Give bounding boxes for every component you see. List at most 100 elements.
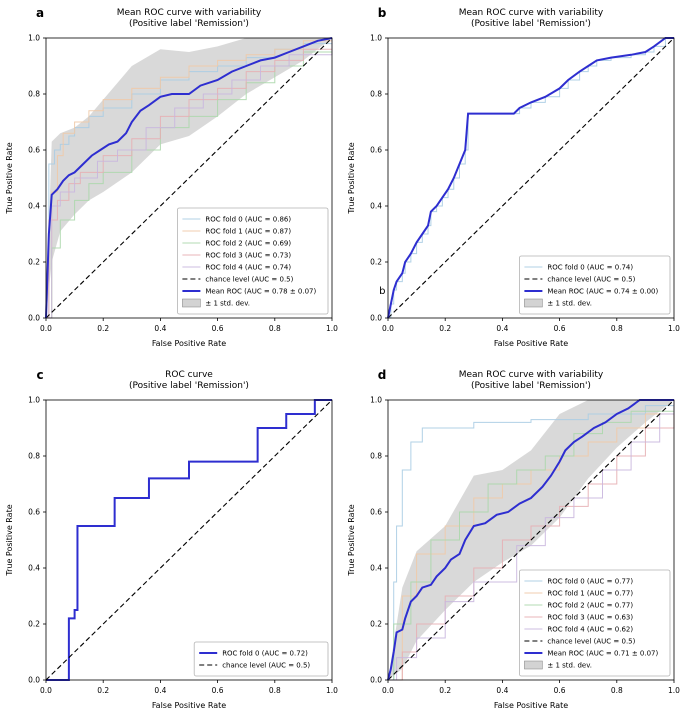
- legend-label: ROC fold 2 (AUC = 0.69): [205, 240, 291, 248]
- chance-line: [45, 37, 333, 319]
- y-tick-label: 0.6: [28, 508, 40, 517]
- x-tick-label: 0.8: [611, 324, 623, 333]
- chance-line: [45, 399, 333, 681]
- x-tick-label: 0.0: [382, 324, 394, 333]
- panel-letter: b: [378, 6, 387, 20]
- legend-label: ± 1 std. dev.: [547, 662, 592, 670]
- roc-plot-a: a Mean ROC curve with variability(Positiv…: [5, 6, 338, 348]
- legend-label: chance level (AUC = 0.5): [222, 662, 310, 670]
- legend-sample-band: [524, 660, 543, 670]
- y-tick-label: 0.0: [370, 314, 382, 323]
- stray-annotation: b: [379, 286, 385, 297]
- x-tick-label: 1.0: [668, 686, 680, 695]
- legend-label: chance level (AUC = 0.5): [205, 276, 293, 284]
- x-tick-label: 0.0: [40, 686, 52, 695]
- legend-label: ROC fold 0 (AUC = 0.86): [205, 216, 291, 224]
- y-tick-label: 0.0: [370, 676, 382, 685]
- legend-label: ROC fold 4 (AUC = 0.62): [547, 626, 633, 634]
- y-tick-label: 0.6: [370, 146, 382, 155]
- legend-box: [518, 255, 671, 315]
- roc-fold-line: [46, 38, 333, 319]
- chance-line: [387, 399, 675, 681]
- y-tick-label: 0.4: [370, 202, 382, 211]
- x-tick-label: 0.6: [554, 686, 566, 695]
- y-tick-label: 0.8: [28, 90, 40, 99]
- roc-plot-d: d Mean ROC curve with variability(Positiv…: [347, 368, 680, 710]
- legend-label: ROC fold 3 (AUC = 0.63): [547, 614, 633, 622]
- y-tick-label: 0.6: [28, 146, 40, 155]
- legend-label: Mean ROC (AUC = 0.74 ± 0.00): [547, 288, 658, 296]
- y-tick-label: 0.0: [28, 314, 40, 323]
- y-tick-label: 0.2: [370, 258, 382, 267]
- panel-a: a Mean ROC curve with variability (Positiv…: [0, 0, 342, 362]
- chance-line: [387, 37, 675, 319]
- x-tick-label: 0.2: [97, 686, 109, 695]
- y-tick-label: 0.8: [28, 452, 40, 461]
- legend-label: Mean ROC (AUC = 0.78 ± 0.07): [205, 288, 316, 296]
- x-tick-label: 0.0: [382, 686, 394, 695]
- axes-box: [387, 37, 675, 319]
- y-tick-label: 1.0: [28, 34, 40, 43]
- y-axis-label: True Positive Rate: [347, 142, 356, 214]
- y-tick-label: 0.8: [370, 452, 382, 461]
- x-tick-label: 0.8: [269, 686, 281, 695]
- plot-subtitle: (Positive label 'Remission'): [129, 381, 249, 391]
- x-tick-label: 0.4: [154, 686, 166, 695]
- y-tick-label: 0.4: [28, 564, 40, 573]
- legend-label: ROC fold 3 (AUC = 0.73): [205, 252, 291, 260]
- y-tick-label: 0.2: [28, 258, 40, 267]
- x-tick-label: 0.6: [212, 686, 224, 695]
- x-tick-label: 1.0: [326, 324, 338, 333]
- legend-label: ROC fold 0 (AUC = 0.77): [547, 578, 633, 586]
- legend-label: ROC fold 2 (AUC = 0.77): [547, 602, 633, 610]
- panel-letter: a: [36, 6, 44, 20]
- plot-subtitle: (Positive label 'Remission'): [129, 19, 249, 29]
- legend-box: [518, 569, 671, 677]
- legend-label: chance level (AUC = 0.5): [547, 638, 635, 646]
- y-tick-label: 0.6: [370, 508, 382, 517]
- y-axis-label: True Positive Rate: [5, 504, 14, 576]
- y-tick-label: 0.2: [370, 620, 382, 629]
- roc-plot-b: b Mean ROC curve with variability(Positiv…: [347, 6, 680, 348]
- y-axis-label: True Positive Rate: [347, 504, 356, 576]
- axes-box: [45, 399, 333, 681]
- y-tick-label: 1.0: [370, 34, 382, 43]
- plot-title: Mean ROC curve with variability: [459, 370, 604, 380]
- x-tick-label: 0.6: [554, 324, 566, 333]
- y-tick-label: 1.0: [370, 396, 382, 405]
- y-tick-label: 0.4: [28, 202, 40, 211]
- legend-label: ROC fold 0 (AUC = 0.74): [547, 264, 633, 272]
- mean-roc-line: [387, 37, 674, 319]
- axes-box: [45, 37, 333, 319]
- x-axis-label: False Positive Rate: [494, 701, 568, 710]
- x-tick-label: 0.2: [439, 324, 451, 333]
- x-axis-label: False Positive Rate: [152, 701, 226, 710]
- mean-roc-line: [46, 399, 332, 681]
- y-tick-label: 0.4: [370, 564, 382, 573]
- x-tick-label: 1.0: [326, 686, 338, 695]
- plot-subtitle: (Positive label 'Remission'): [471, 381, 591, 391]
- panel-b: b Mean ROC curve with variability (Positiv…: [342, 0, 684, 362]
- x-tick-label: 1.0: [668, 324, 680, 333]
- x-tick-label: 0.8: [269, 324, 281, 333]
- y-tick-label: 1.0: [28, 396, 40, 405]
- y-axis-label: True Positive Rate: [5, 142, 14, 214]
- y-tick-label: 0.0: [28, 676, 40, 685]
- mean-roc-line: [45, 37, 333, 319]
- mean-roc-line: [387, 399, 674, 681]
- plot-title: Mean ROC curve with variability: [459, 8, 604, 18]
- roc-fold-line: [388, 400, 675, 681]
- legend-box: [193, 641, 329, 677]
- x-tick-label: 0.4: [496, 324, 508, 333]
- panel-d: d Mean ROC curve with variability (Positiv…: [342, 362, 684, 724]
- y-tick-label: 0.8: [370, 90, 382, 99]
- axes-box: [387, 399, 675, 681]
- x-tick-label: 0.6: [212, 324, 224, 333]
- plot-title: ROC curve: [165, 370, 213, 380]
- x-tick-label: 0.8: [611, 686, 623, 695]
- x-axis-label: False Positive Rate: [152, 339, 226, 348]
- legend-label: Mean ROC (AUC = 0.71 ± 0.07): [547, 650, 658, 658]
- x-axis-label: False Positive Rate: [494, 339, 568, 348]
- roc-fold-line: [388, 400, 675, 681]
- x-tick-label: 0.4: [154, 324, 166, 333]
